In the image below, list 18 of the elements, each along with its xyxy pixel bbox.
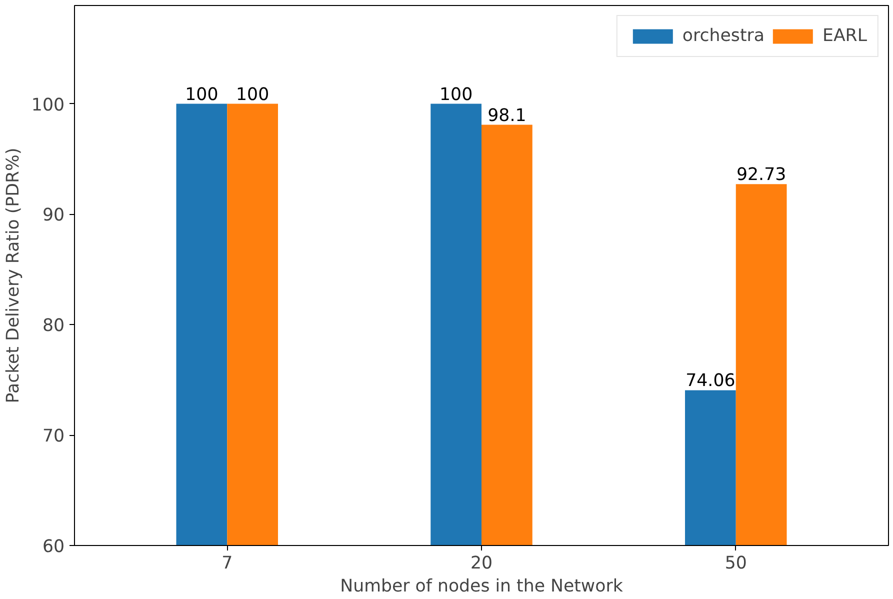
y-tick-label: 100: [31, 95, 65, 116]
data-label: 92.73: [736, 165, 786, 186]
x-tick-label: 50: [724, 554, 747, 574]
legend-label: EARL: [822, 26, 867, 46]
x-tick-label: 7: [222, 554, 233, 574]
y-tick-label: 70: [42, 426, 65, 447]
x-axis-title: Number of nodes in the Network: [340, 576, 623, 596]
y-tick-label: 60: [42, 537, 65, 557]
x-tick-label: 20: [470, 554, 493, 574]
data-label: 98.1: [488, 106, 526, 126]
data-label: 74.06: [686, 371, 736, 392]
y-axis-title: Packet Delivery Ratio (PDR%): [3, 148, 24, 404]
y-tick-label: 80: [42, 316, 65, 336]
data-label: 100: [440, 84, 473, 105]
data-label: 100: [185, 84, 218, 105]
legend-label: orchestra: [682, 26, 764, 46]
y-tick-label: 90: [42, 206, 65, 226]
data-label: 100: [236, 84, 270, 105]
